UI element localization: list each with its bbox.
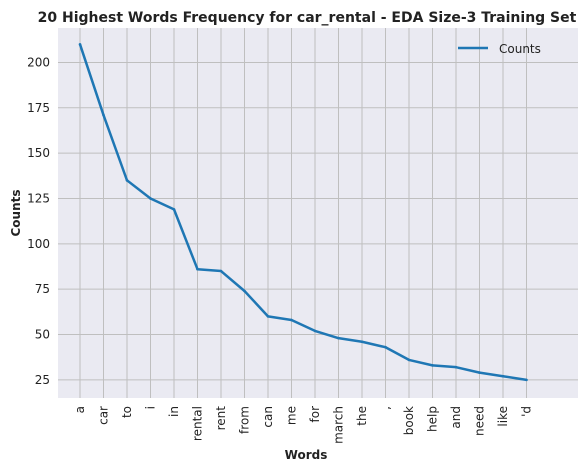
data-point — [478, 371, 481, 374]
data-point — [266, 315, 270, 318]
data-point — [172, 208, 176, 211]
series — [78, 43, 528, 382]
y-tick-label: 100 — [27, 237, 50, 251]
x-tick-label: rental — [191, 406, 205, 441]
plot-area — [58, 28, 578, 398]
x-tick-label: from — [238, 406, 252, 434]
legend-label: Counts — [499, 42, 541, 56]
grid — [58, 28, 578, 398]
data-point — [78, 43, 82, 46]
chart-title: 20 Highest Words Frequency for car_renta… — [38, 10, 577, 26]
legend: Counts — [458, 42, 541, 56]
y-tick-label: 125 — [27, 191, 50, 205]
data-point — [360, 340, 364, 344]
x-axis-label: Words — [285, 448, 328, 462]
data-point — [313, 329, 317, 333]
data-point — [219, 269, 223, 273]
data-point — [290, 318, 293, 322]
x-tick-label: to — [120, 406, 134, 418]
data-point — [431, 364, 434, 367]
x-tick-label: , — [379, 406, 393, 410]
x-tick-label: me — [285, 406, 299, 425]
x-tick-label: 'd — [520, 406, 534, 417]
y-tick-label: 200 — [27, 55, 50, 69]
x-tick-label: for — [308, 406, 322, 423]
y-axis-ticks: 25 50 75 100 125 150 175 200 — [27, 55, 50, 386]
x-tick-label: a — [73, 406, 87, 413]
data-point — [196, 267, 199, 271]
data-point — [454, 365, 458, 369]
data-point — [384, 345, 387, 349]
x-tick-label: car — [97, 406, 111, 425]
data-point — [149, 197, 152, 200]
x-tick-label: i — [144, 406, 158, 409]
y-tick-label: 25 — [35, 373, 50, 387]
x-tick-label: in — [167, 406, 181, 417]
y-tick-label: 50 — [35, 328, 50, 342]
series-line — [78, 43, 527, 382]
y-tick-label: 75 — [35, 282, 50, 296]
data-point — [243, 289, 246, 293]
y-tick-label: 150 — [27, 146, 50, 160]
x-tick-label: and — [449, 406, 463, 429]
x-tick-label: help — [426, 406, 440, 432]
data-point — [407, 358, 411, 362]
x-axis-ticks: a car to i in rental rent from can me for march the,… — [73, 406, 534, 444]
data-point — [102, 113, 105, 117]
x-tick-label: the — [355, 406, 369, 426]
data-point — [125, 179, 129, 182]
x-tick-label: book — [402, 406, 416, 435]
data-point — [337, 336, 340, 340]
x-tick-label: march — [332, 406, 346, 444]
data-point — [525, 378, 528, 382]
x-tick-label: like — [496, 406, 510, 427]
x-tick-label: rent — [214, 406, 228, 431]
y-axis-label: Counts — [9, 189, 23, 236]
data-point — [501, 374, 505, 378]
x-tick-label: can — [261, 406, 275, 428]
x-tick-label: need — [473, 406, 487, 436]
y-tick-label: 175 — [27, 101, 50, 115]
